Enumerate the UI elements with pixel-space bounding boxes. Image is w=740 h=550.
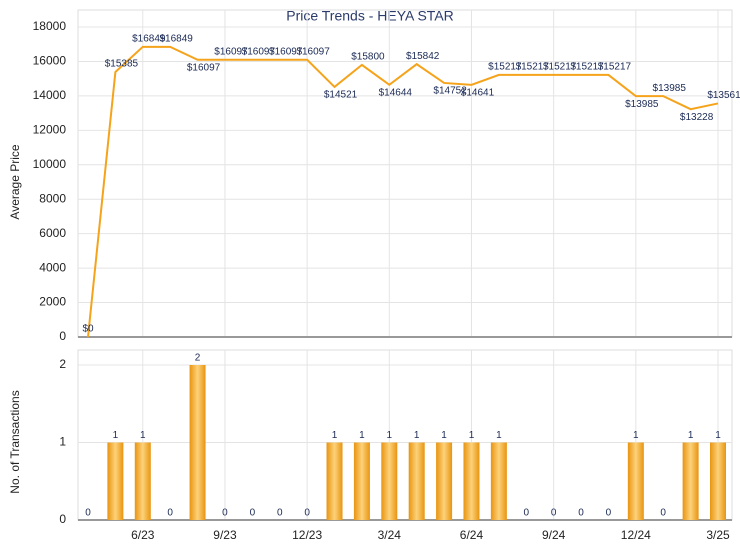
y-tick-label: 2000 — [39, 295, 66, 309]
y-tick-label: 0 — [59, 329, 66, 343]
y-axis-label: No. of Transactions — [8, 390, 22, 493]
value-label: 1 — [140, 430, 146, 441]
x-tick-label: 9/24 — [542, 528, 566, 542]
bar — [710, 442, 726, 520]
value-label: $13985 — [625, 99, 659, 110]
plot-frame — [77, 9, 733, 338]
value-label: 1 — [332, 430, 338, 441]
x-tick-label: 12/23 — [292, 528, 322, 542]
value-label: $0 — [82, 324, 94, 335]
bar — [490, 442, 507, 520]
bar — [326, 442, 343, 520]
y-tick-label: 8000 — [39, 191, 66, 205]
value-label: $14644 — [379, 87, 413, 98]
value-label: 1 — [688, 430, 694, 441]
value-label: $15800 — [351, 52, 385, 63]
value-label: $16097 — [269, 46, 303, 57]
value-label: $16097 — [242, 46, 276, 57]
y-tick-label: 16000 — [33, 54, 67, 68]
value-label: 0 — [578, 508, 584, 519]
value-label: $15217 — [598, 62, 632, 73]
value-label: $16849 — [159, 33, 193, 44]
value-label: $15842 — [406, 51, 440, 62]
bar — [189, 365, 206, 520]
value-label: 1 — [414, 430, 420, 441]
bar — [134, 442, 151, 520]
value-label: $16097 — [214, 46, 248, 57]
value-label: 0 — [85, 508, 91, 519]
y-tick-label: 2 — [59, 357, 66, 371]
bar — [682, 442, 699, 520]
value-label: 0 — [304, 508, 310, 519]
value-label: $14521 — [324, 90, 358, 101]
y-tick-label: 4000 — [39, 260, 66, 274]
value-label: $14641 — [461, 87, 495, 98]
value-label: $15217 — [543, 62, 577, 73]
y-tick-label: 12000 — [33, 123, 67, 137]
y-tick-label: 10000 — [33, 157, 67, 171]
value-label: $15217 — [570, 62, 604, 73]
value-label: 0 — [250, 508, 256, 519]
x-tick-label: 9/23 — [213, 528, 237, 542]
y-tick-label: 6000 — [39, 226, 66, 240]
x-tick-label: 6/24 — [460, 528, 484, 542]
bar — [436, 442, 453, 520]
value-label: 0 — [606, 508, 612, 519]
bar — [627, 442, 644, 520]
y-tick-label: 1 — [59, 435, 66, 449]
x-tick-label: 6/23 — [131, 528, 155, 542]
value-label: 1 — [715, 430, 721, 441]
bar — [107, 442, 124, 520]
x-tick-label: 3/25 — [706, 528, 730, 542]
value-label: 0 — [551, 508, 557, 519]
price-line — [87, 45, 719, 338]
value-label: 0 — [660, 508, 666, 519]
y-tick-label: 18000 — [33, 19, 67, 33]
value-label: $13985 — [653, 83, 687, 94]
value-label: 0 — [523, 508, 529, 519]
x-tick-label: 12/24 — [621, 528, 651, 542]
bar — [381, 442, 398, 520]
value-label: $15217 — [488, 62, 522, 73]
value-label: $16097 — [296, 46, 330, 57]
value-label: 1 — [441, 430, 447, 441]
value-label: 0 — [222, 508, 228, 519]
value-label: 1 — [387, 430, 393, 441]
bar — [463, 442, 480, 520]
value-label: 2 — [195, 353, 201, 364]
value-label: $15385 — [105, 59, 139, 70]
y-tick-label: 14000 — [33, 88, 67, 102]
value-label: $13228 — [680, 112, 714, 123]
value-label: 1 — [359, 430, 365, 441]
value-label: 0 — [167, 508, 173, 519]
value-label: 1 — [469, 430, 475, 441]
value-label: $15217 — [516, 62, 550, 73]
y-tick-label: 0 — [59, 512, 66, 526]
value-label: 1 — [113, 430, 119, 441]
value-label: $14752 — [433, 86, 467, 97]
value-label: 1 — [633, 430, 639, 441]
bar — [408, 442, 425, 520]
value-label: 1 — [496, 430, 502, 441]
chart-title: Price Trends - HEYA STAR — [286, 8, 454, 24]
bar — [353, 442, 370, 520]
value-label: $16097 — [187, 62, 221, 73]
y-axis-label: Average Price — [8, 144, 22, 219]
value-label: $13561 — [707, 90, 740, 101]
value-label: 0 — [277, 508, 283, 519]
value-label: $16849 — [132, 33, 166, 44]
x-tick-label: 3/24 — [378, 528, 402, 542]
